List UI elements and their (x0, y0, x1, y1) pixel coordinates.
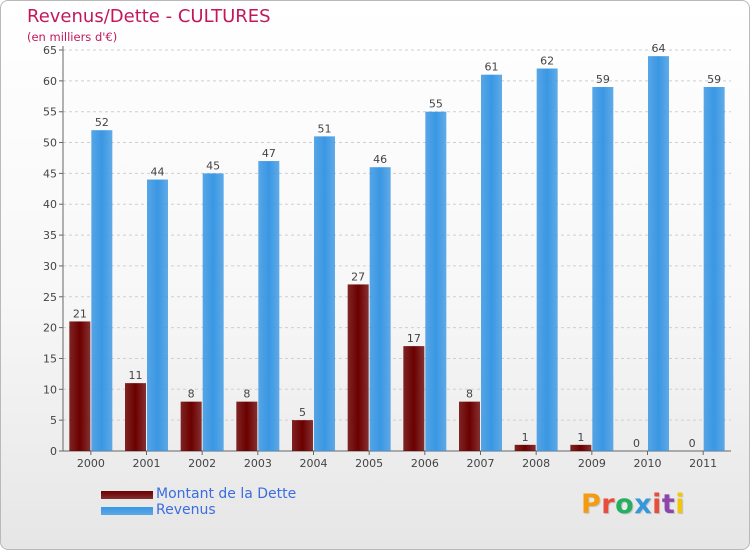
logo-letter: x (634, 489, 653, 520)
debt-value-label: 17 (407, 332, 421, 345)
debt-bar (459, 401, 480, 451)
revenue-bar (536, 68, 558, 451)
logo-letter: i (675, 489, 686, 520)
debt-value-label: 0 (689, 437, 696, 450)
revenue-bar (147, 179, 168, 452)
y-tick-label: 40 (43, 198, 57, 211)
debt-bar (69, 321, 91, 451)
x-tick-label: 2004 (300, 457, 328, 470)
revenue-bar (314, 136, 335, 451)
y-tick-label: 10 (43, 383, 57, 396)
x-tick-label: 2005 (355, 457, 383, 470)
debt-value-label: 21 (73, 307, 87, 320)
y-tick-label: 60 (43, 75, 57, 88)
debt-value-label: 1 (522, 431, 529, 444)
revenue-bar (481, 74, 502, 451)
y-tick-label: 30 (43, 260, 57, 273)
legend-label-revenue: Revenus (156, 502, 216, 518)
legend-swatch-revenue (101, 507, 153, 515)
debt-bar (292, 420, 313, 451)
x-tick-label: 2011 (689, 457, 717, 470)
revenue-bar (425, 111, 447, 451)
debt-value-label: 8 (243, 388, 250, 401)
revenue-value-label: 64 (652, 42, 666, 55)
chart-title: Revenus/Dette - CULTURES (27, 6, 271, 27)
revenue-value-label: 45 (206, 159, 220, 172)
revenue-bar (369, 167, 391, 451)
y-tick-label: 50 (43, 137, 57, 150)
debt-value-label: 11 (129, 369, 143, 382)
y-tick-label: 20 (43, 322, 57, 335)
revenue-value-label: 51 (318, 122, 332, 135)
revenue-bar (258, 161, 280, 452)
debt-value-label: 27 (351, 270, 365, 283)
revenue-value-label: 55 (429, 98, 443, 111)
legend-label-debt: Montant de la Dette (156, 486, 297, 502)
bars (69, 56, 725, 452)
revenue-bar (648, 56, 669, 452)
x-tick-label: 2008 (522, 457, 550, 470)
debt-value-label: 8 (466, 388, 473, 401)
revenue-value-label: 52 (95, 116, 109, 129)
debt-value-label: 8 (188, 388, 195, 401)
logo-letter: i (652, 489, 662, 520)
y-tick-label: 25 (43, 291, 57, 304)
y-tick-label: 55 (43, 106, 57, 119)
proxiti-logo: Proxiti (581, 489, 685, 520)
revenue-bar (592, 87, 614, 451)
logo-letter: o (615, 489, 635, 520)
y-tick-label: 65 (43, 44, 57, 57)
x-tick-label: 2002 (188, 457, 216, 470)
x-tick-label: 2000 (77, 457, 105, 470)
logo-letter: P (581, 489, 602, 520)
debt-bar (570, 444, 592, 451)
y-tick-label: 35 (43, 229, 57, 242)
debt-bar (236, 401, 258, 451)
chart-subtitle: (en milliers d'€) (27, 30, 118, 44)
logo-letter: r (601, 489, 616, 520)
debt-value-label: 0 (633, 437, 640, 450)
x-tick-label: 2003 (244, 457, 272, 470)
x-tick-label: 2001 (133, 457, 161, 470)
y-tick-label: 15 (43, 352, 57, 365)
logo-letter: t (661, 489, 676, 520)
revenue-value-label: 61 (485, 61, 499, 74)
debt-bar (125, 383, 146, 451)
revenue-bar (202, 173, 224, 451)
debt-value-label: 1 (577, 431, 584, 444)
revenue-value-label: 62 (540, 55, 554, 68)
x-tick-label: 2009 (578, 457, 606, 470)
debt-bar (514, 444, 536, 451)
debt-bar (347, 284, 369, 451)
revenue-value-label: 46 (373, 153, 387, 166)
debt-value-label: 5 (299, 406, 306, 419)
revenue-value-label: 59 (596, 73, 610, 86)
x-tick-label: 2010 (634, 457, 662, 470)
data-labels: 21 52 11 44 8 45 8 47 5 51 27 46 17 55 8 61 1 62 1 59 0 64 0 59 (73, 42, 721, 450)
debt-bar (180, 401, 202, 451)
y-tick-label: 0 (50, 445, 57, 458)
revenue-value-label: 47 (262, 147, 276, 160)
x-tick-label: 2007 (467, 457, 495, 470)
debt-bar (403, 346, 425, 451)
revenue-value-label: 59 (707, 73, 721, 86)
revenue-bar (91, 130, 113, 451)
revenue-value-label: 44 (151, 166, 165, 179)
y-tick-label: 5 (50, 414, 57, 427)
revenue-bar (703, 87, 725, 451)
x-tick-label: 2006 (411, 457, 439, 470)
legend-swatch-debt (101, 491, 153, 499)
y-tick-label: 45 (43, 167, 57, 180)
